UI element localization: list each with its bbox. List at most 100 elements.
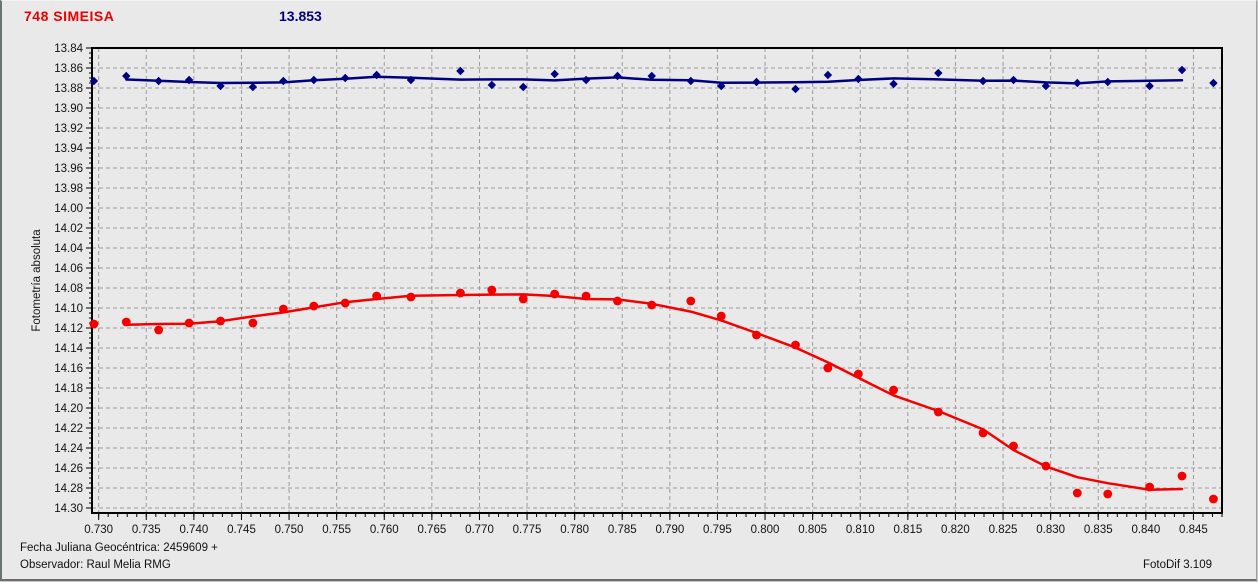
x-tick-label: 0.785	[608, 524, 637, 536]
x-tick-label: 0.825	[989, 524, 1018, 536]
target-asteroid-magnitude-point	[154, 325, 164, 335]
x-tick-label: 0.795	[703, 524, 732, 536]
x-tick-label: 0.780	[560, 524, 589, 536]
x-tick-label: 0.815	[893, 524, 922, 536]
y-tick-label: 13.92	[54, 123, 83, 135]
target-asteroid-magnitude-point	[278, 304, 288, 314]
target-asteroid-magnitude-point	[889, 385, 898, 395]
comparison-star-magnitude-point	[154, 76, 163, 86]
comparison-star-magnitude-point	[216, 81, 225, 91]
target-asteroid-magnitude-point	[340, 298, 350, 308]
y-tick-label: 14.14	[54, 343, 83, 355]
x-tick-label: 0.810	[846, 524, 875, 536]
target-asteroid-magnitude-point	[1145, 482, 1155, 492]
comparison-star-magnitude-point	[647, 71, 656, 81]
target-asteroid-magnitude-point	[853, 369, 863, 379]
x-tick-label: 0.760	[370, 524, 399, 536]
target-asteroid-magnitude-point	[752, 330, 761, 340]
object-title: 748 SIMEISA	[24, 8, 115, 24]
y-tick-label: 14.24	[54, 443, 83, 455]
y-tick-label: 14.30	[54, 503, 83, 515]
y-axis-title: Fotometría absoluta	[31, 229, 43, 332]
comparison-star-magnitude-point	[752, 77, 761, 87]
x-tick-label: 0.740	[179, 524, 208, 536]
x-tick-label: 0.745	[227, 524, 256, 536]
comparison-star-magnitude-point	[978, 76, 988, 86]
y-tick-label: 14.10	[54, 303, 83, 315]
comparison-star-magnitude-point	[519, 82, 528, 92]
target-asteroid-magnitude-point	[647, 300, 657, 310]
y-tick-label: 14.18	[54, 383, 83, 395]
target-asteroid-magnitude-point	[487, 285, 497, 295]
target-asteroid-magnitude-point	[89, 319, 99, 329]
target-asteroid-magnitude-point	[978, 428, 988, 438]
x-tick-label: 0.790	[655, 524, 684, 536]
lightcurve-chart: 0.730 0.735 0.740 0.745 0.750 0.755 0.760 0.765…	[31, 43, 1223, 536]
target-asteroid-magnitude-point	[550, 289, 560, 299]
x-tick-label: 0.765	[417, 524, 446, 536]
x-tick-label: 0.770	[465, 524, 494, 536]
y-tick-label: 14.28	[54, 483, 83, 495]
comparison-star-magnitude-point	[550, 69, 559, 79]
target-asteroid-magnitude-point	[406, 292, 416, 302]
y-tick-label: 14.16	[54, 363, 83, 375]
target-asteroid-magnitude-point	[248, 318, 258, 328]
y-tick-label: 14.06	[54, 263, 83, 275]
comparison-star-magnitude-fit-line	[125, 75, 1184, 85]
x-tick-label: 0.755	[322, 524, 351, 536]
y-tick-label: 13.94	[54, 143, 83, 155]
target-asteroid-magnitude-point	[716, 311, 726, 321]
comparison-star-magnitude-point	[341, 73, 350, 83]
target-asteroid-magnitude-point	[1072, 488, 1082, 498]
comparison-star-magnitude-point	[889, 79, 898, 89]
target-asteroid-magnitude-point	[791, 340, 800, 350]
y-tick-label: 14.20	[54, 403, 83, 415]
x-tick-label: 0.730	[84, 524, 113, 536]
y-tick-label: 14.04	[54, 243, 83, 255]
comparison-star-magnitude-point	[717, 81, 726, 91]
target-asteroid-magnitude-point	[184, 318, 194, 328]
y-tick-label: 14.22	[54, 423, 83, 435]
comparison-star-magnitude-point	[613, 71, 622, 81]
target-asteroid-magnitude-point	[1009, 441, 1018, 451]
target-asteroid-magnitude-point	[1177, 471, 1187, 481]
comparison-star-magnitude-point	[372, 70, 381, 80]
x-tick-label: 0.800	[751, 524, 780, 536]
y-tick-label: 13.86	[54, 63, 83, 75]
comparison-star-magnitude-point	[1177, 65, 1187, 75]
target-asteroid-magnitude-point	[1103, 489, 1113, 499]
target-asteroid-magnitude-point	[823, 363, 833, 373]
comparison-star-magnitude-point	[1041, 81, 1051, 91]
y-tick-label: 14.00	[54, 203, 83, 215]
comparison-star-magnitude-point	[1209, 78, 1218, 88]
comparison-star-magnitude-point	[1145, 81, 1154, 91]
y-tick-label: 13.98	[54, 183, 83, 195]
x-tick-label: 0.805	[798, 524, 827, 536]
y-tick-label: 13.88	[54, 83, 83, 95]
comparison-star-magnitude-point	[184, 75, 194, 85]
comparison-star-magnitude-point	[791, 84, 800, 94]
target-asteroid-magnitude-point	[1209, 494, 1218, 504]
y-tick-label: 13.96	[54, 163, 83, 175]
x-tick-label: 0.775	[513, 524, 542, 536]
comparison-star-magnitude-point	[1073, 78, 1082, 88]
comparison-star-magnitude-point	[934, 68, 943, 78]
target-asteroid-magnitude-point	[216, 316, 225, 326]
comparison-star-magnitude-point	[581, 75, 591, 85]
target-asteroid-magnitude-point	[121, 317, 131, 327]
comparison-star-magnitude-point	[279, 76, 288, 86]
target-asteroid-magnitude-point	[686, 296, 696, 306]
comparison-star-magnitude-point	[823, 70, 833, 80]
y-tick-label: 14.02	[54, 223, 83, 235]
target-asteroid-magnitude-point	[309, 301, 319, 311]
comparison-star-magnitude-point	[248, 82, 258, 92]
comparison-star-magnitude-point	[1103, 77, 1112, 87]
comparison-star-magnitude-point	[456, 66, 465, 76]
y-tick-label: 13.90	[54, 103, 83, 115]
plot-border	[91, 47, 1223, 514]
x-tick-label: 0.840	[1131, 524, 1160, 536]
comparison-star-magnitude-point	[309, 75, 319, 85]
x-tick-label: 0.835	[1084, 524, 1113, 536]
x-tick-label: 0.735	[132, 524, 161, 536]
y-tick-label: 14.08	[54, 283, 83, 295]
